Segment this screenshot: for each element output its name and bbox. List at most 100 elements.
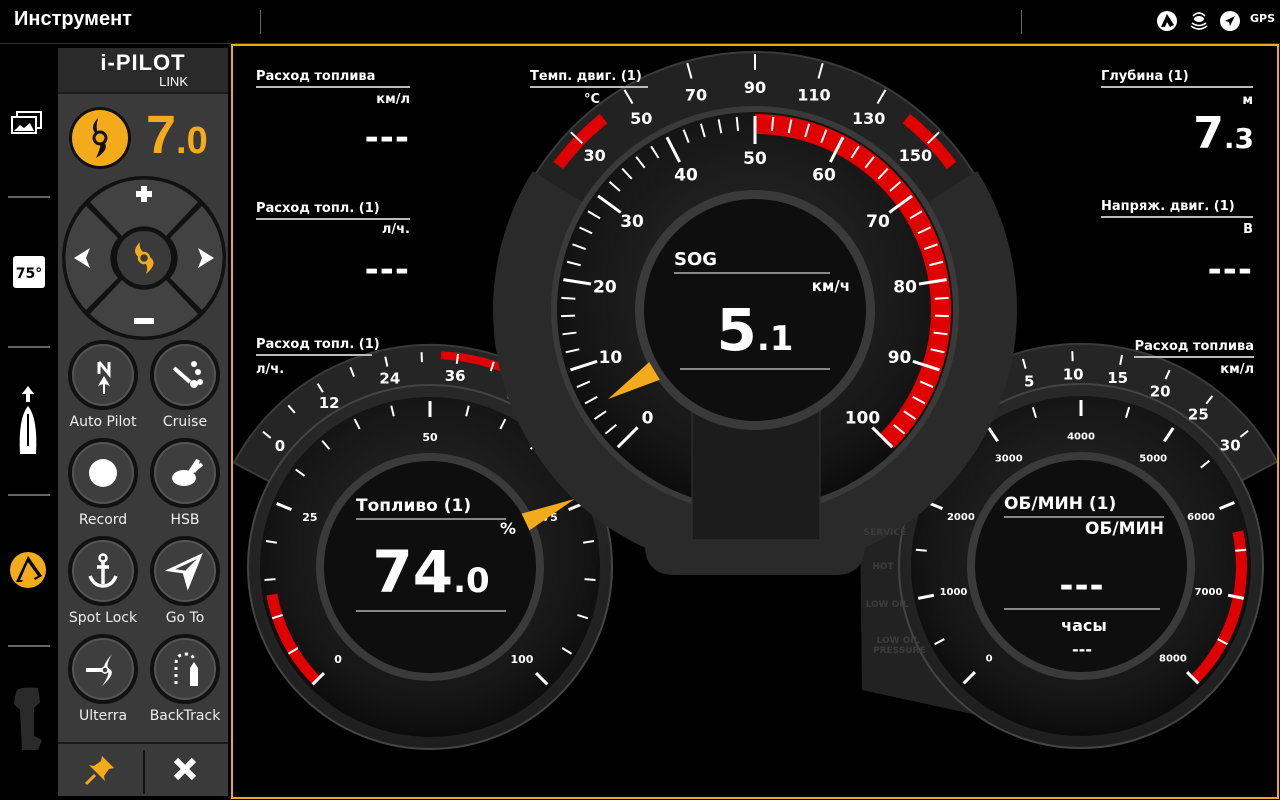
speed-tick	[565, 348, 580, 354]
speed-tick	[893, 423, 906, 435]
speed-tick	[635, 156, 646, 169]
fuel-economy-label: Расход топлива	[256, 69, 410, 88]
speed-tick	[616, 426, 639, 449]
record-button[interactable]	[68, 438, 138, 508]
fuel-economy-tick-label: 10	[1063, 366, 1084, 384]
outboard-motor-icon[interactable]	[8, 686, 48, 754]
fuel-rate-value: ---	[364, 250, 410, 290]
rpm-tick	[1163, 427, 1175, 443]
rpm-tick	[1235, 548, 1247, 552]
depth-value: 7.3	[1130, 108, 1254, 159]
spot-lock-button[interactable]	[68, 536, 138, 606]
speed-tick-label: 60	[812, 166, 836, 186]
ipilot-header: i-PILOT LINK	[58, 48, 228, 94]
speed-stem	[691, 409, 821, 541]
auto-pilot-button[interactable]	[68, 340, 138, 410]
speed-tick	[587, 210, 601, 220]
fuel-economy-tick-label: 5	[1024, 373, 1034, 391]
fuel-tick	[276, 502, 292, 511]
fuel-economy-value: ---	[364, 118, 410, 158]
fuel-rate-tick	[489, 361, 495, 372]
pin-icon[interactable]	[82, 752, 118, 788]
rpm-tick	[987, 427, 999, 443]
warning-hot: HOT	[872, 562, 894, 572]
prop-speed-button[interactable]	[68, 106, 132, 170]
speed-tick	[820, 129, 828, 144]
rpm-tick-label: 3000	[995, 454, 1023, 465]
speed-tick-label: 70	[866, 212, 890, 232]
close-icon[interactable]	[172, 756, 198, 782]
hsb-button[interactable]	[150, 438, 220, 508]
plus-button[interactable]	[90, 179, 198, 236]
gallery-icon[interactable]	[8, 104, 48, 144]
speed-tick	[621, 167, 633, 180]
boat-heading-icon[interactable]	[8, 386, 48, 458]
fuel-economy-tick-label: 20	[1150, 382, 1171, 400]
rpm-tick	[1200, 459, 1210, 469]
ipilot-brand: i-PILOT	[100, 50, 186, 75]
go-to-button[interactable]	[150, 536, 220, 606]
speed-needle	[607, 362, 660, 400]
speed-tick	[682, 129, 690, 144]
humminbird-logo-icon[interactable]	[8, 550, 48, 590]
navigation-arrow-icon[interactable]	[1219, 10, 1241, 32]
rpm-red-zone	[1190, 530, 1247, 684]
fuel-tick	[535, 672, 549, 686]
speed-tick	[864, 156, 875, 169]
depth-dec: .3	[1223, 122, 1254, 155]
fuel-tick	[264, 578, 276, 582]
rpm-tick	[1186, 671, 1200, 685]
fuel-level-value: 74.0	[356, 538, 506, 612]
gps-icon[interactable]: GPS	[1250, 12, 1276, 25]
backtrack-button[interactable]	[150, 634, 220, 704]
speed-tick-label: 50	[743, 149, 767, 169]
speed-tick	[699, 123, 706, 138]
hsb-rabbit-icon	[172, 458, 204, 486]
cruise-icon	[172, 361, 203, 388]
right-button[interactable]	[170, 206, 223, 310]
humminbird-logo-icon[interactable]	[1156, 10, 1178, 32]
fuel-rate-tick-label: 36	[445, 367, 466, 385]
goto-arrow-icon	[164, 553, 203, 591]
ulterra-button[interactable]	[68, 634, 138, 704]
sonar-icon[interactable]	[1188, 10, 1210, 32]
speed-tick-label: 90	[888, 348, 912, 368]
fuel-rate-red-zone	[440, 351, 551, 395]
temp-tick-label: 130	[852, 109, 885, 128]
temp-tick	[686, 62, 693, 79]
speed-tick-label: 40	[674, 166, 698, 186]
rpm-tick-label: 0	[986, 654, 993, 665]
sog-label: SOG	[674, 249, 830, 274]
speed-tick	[570, 359, 598, 372]
fuel-tick	[353, 418, 361, 430]
fuel-rate-tick-label: 24	[379, 370, 400, 388]
speed-tick	[924, 243, 938, 250]
speed-tick	[787, 119, 793, 134]
fuel-tick-label: 100	[510, 653, 533, 666]
divider	[1021, 10, 1022, 34]
speed-tick-label: 30	[620, 212, 644, 232]
fuel-rate-gauge-label: Расход топл. (1)	[256, 337, 380, 356]
ipilot-button-label: Record	[78, 512, 128, 528]
engine-temp-unit: °C	[584, 92, 601, 107]
fuel-tick	[577, 613, 589, 620]
speed-tick	[563, 278, 592, 286]
minus-button[interactable]	[90, 280, 198, 337]
direction-pad	[62, 176, 226, 340]
temp-tick-label: 70	[685, 86, 707, 105]
fuel-tick	[561, 647, 573, 655]
fuel-tick	[584, 578, 596, 582]
left-button[interactable]	[65, 206, 118, 310]
speed-tick	[604, 423, 617, 435]
engine-temp-label: Темп. двиг. (1)	[530, 69, 648, 88]
warning-low-oil-pressure: LOW OIL PRESSURE	[873, 636, 926, 656]
temperature-75-icon[interactable]: 75°	[13, 256, 45, 288]
speed-tick-label: 0	[642, 409, 654, 429]
speed-tick	[735, 116, 740, 131]
rpm-value: ---	[1004, 566, 1160, 610]
speed-red-zone	[755, 114, 952, 449]
fuel-economy-tick	[1164, 369, 1171, 380]
warning-low-oil: LOW OIL	[865, 600, 909, 610]
temp-tick	[817, 62, 824, 79]
cruise-button[interactable]	[150, 340, 220, 410]
